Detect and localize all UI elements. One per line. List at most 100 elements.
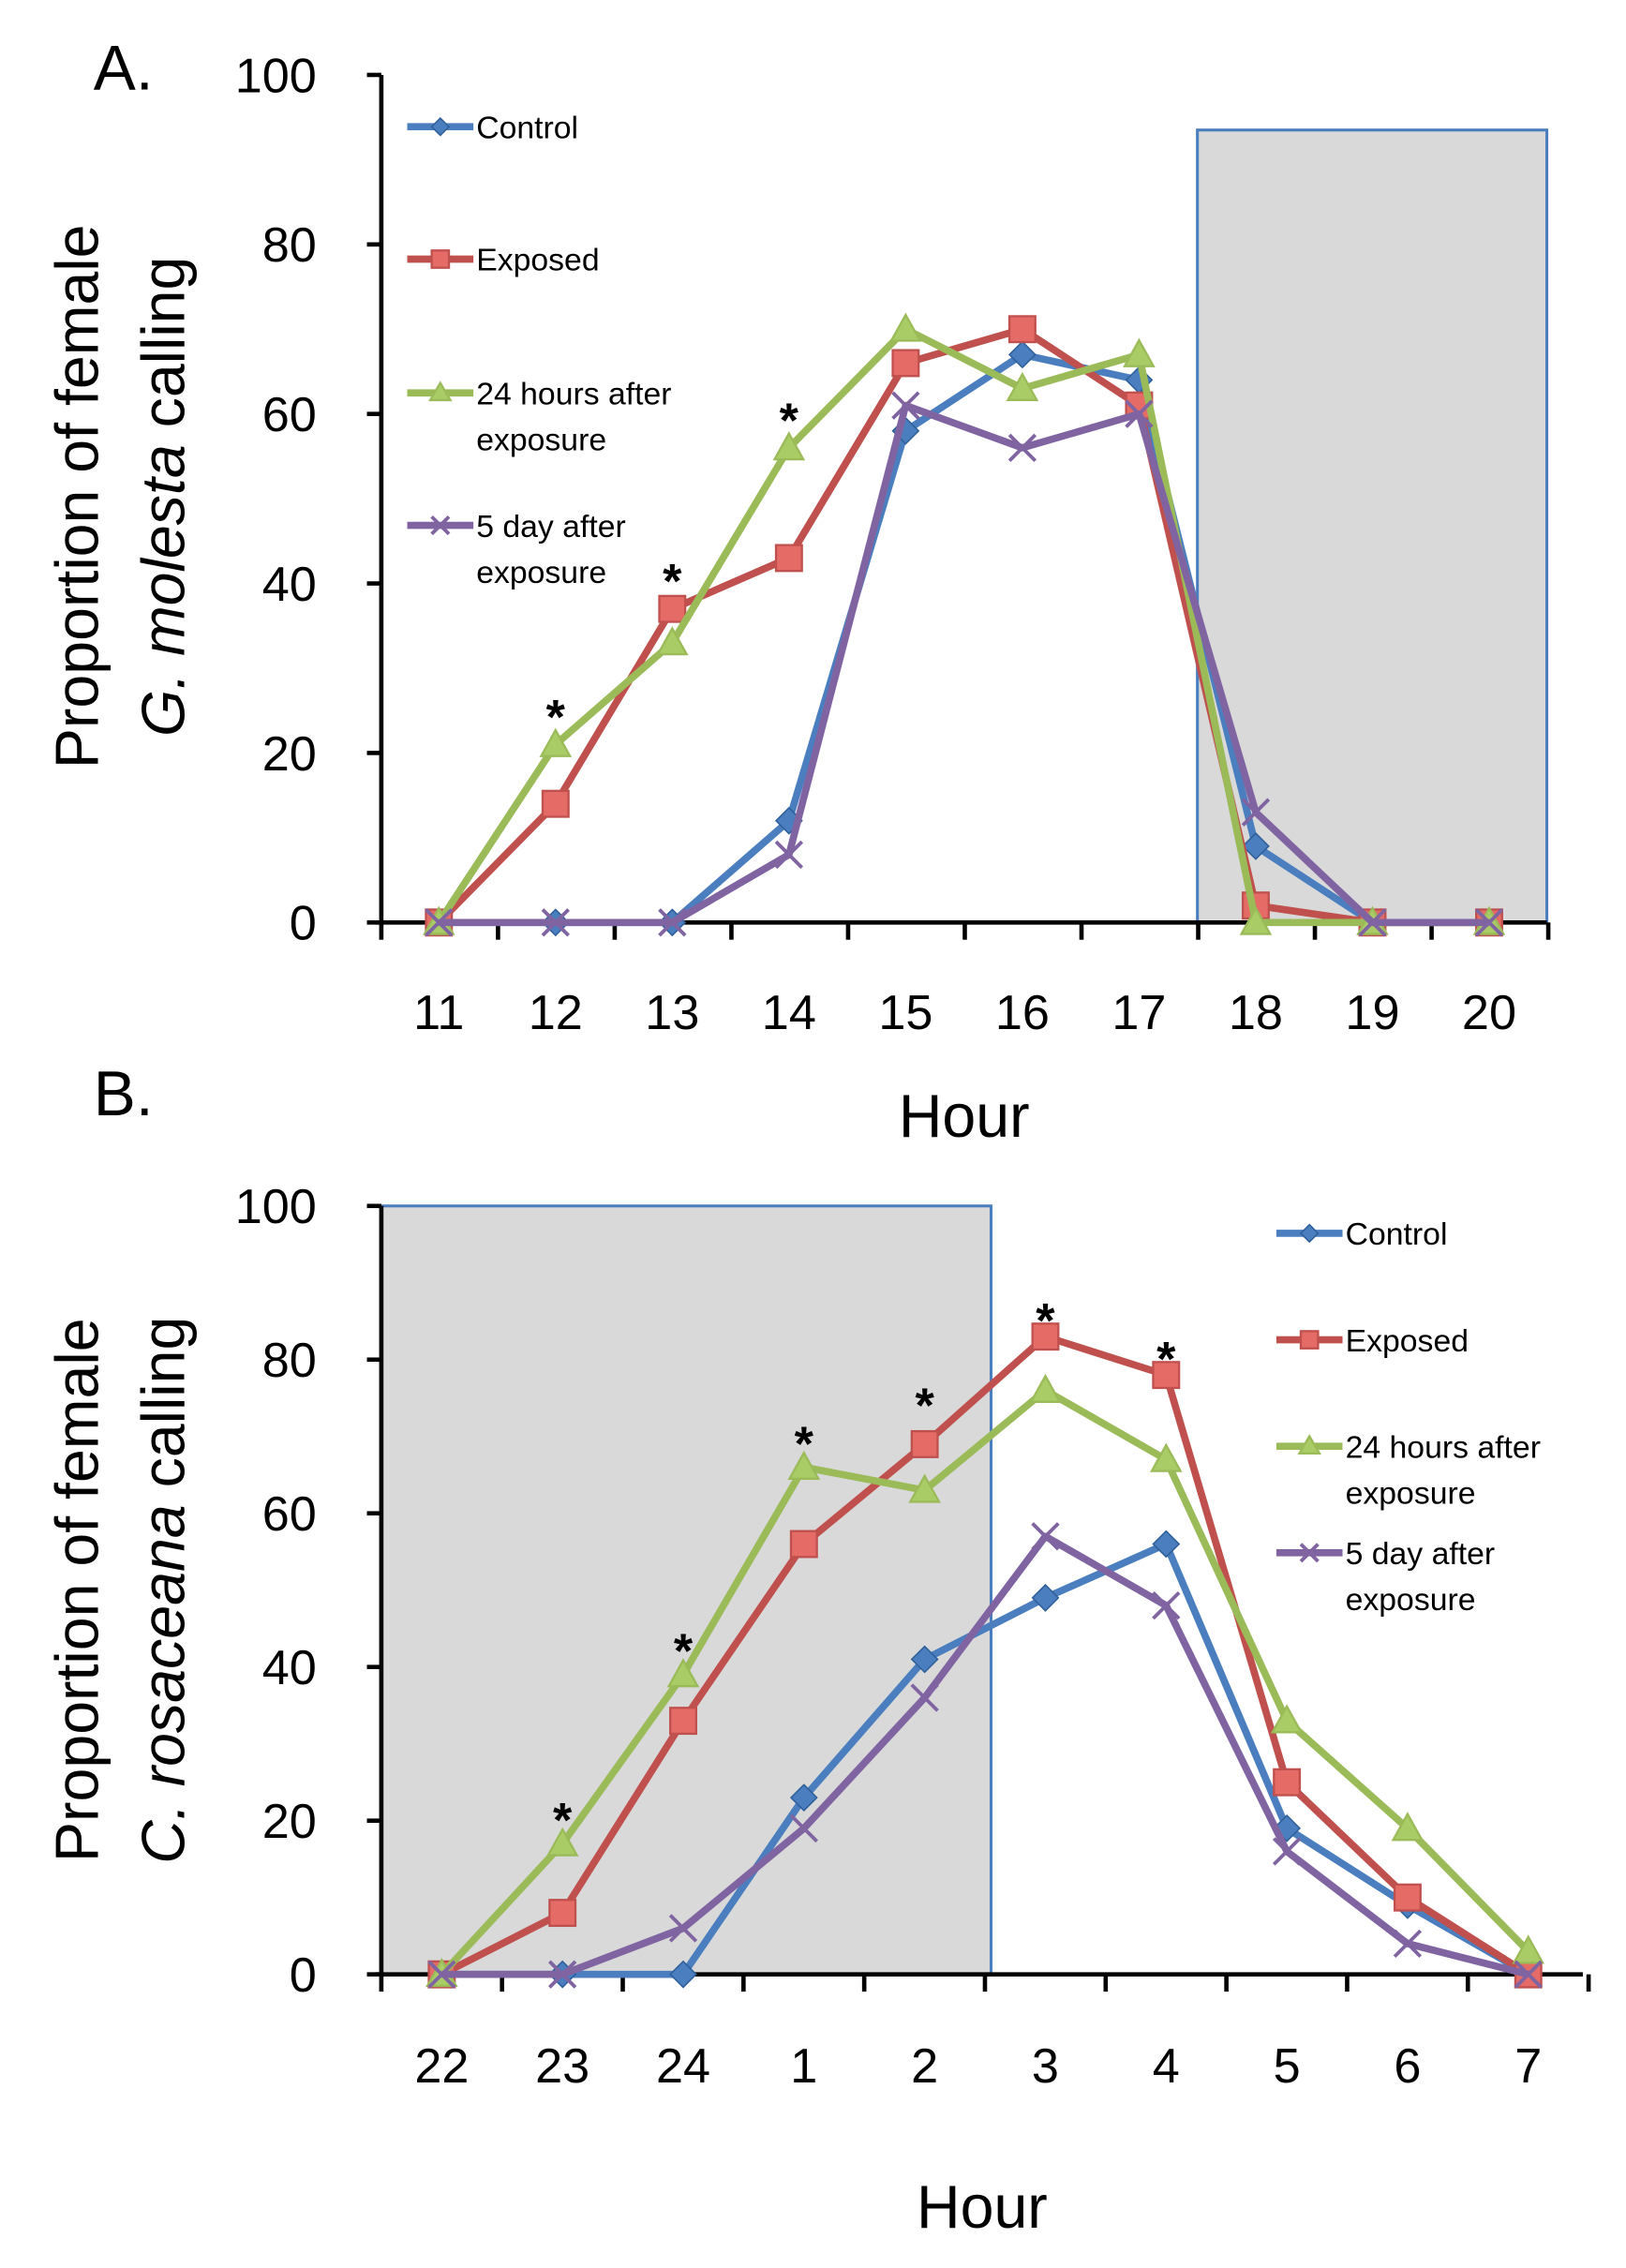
data-point: [910, 1429, 939, 1458]
data-point: [669, 1960, 697, 1989]
y-tick-label: 40: [262, 558, 317, 612]
data-point: [548, 1899, 577, 1928]
x-tick-label: 1: [790, 2039, 817, 2094]
species-name: G. molesta: [130, 444, 198, 737]
data-point: [1031, 1322, 1060, 1351]
legend-item: Exposed: [1275, 1323, 1469, 1359]
x-tick-label: 17: [1111, 986, 1166, 1040]
legend-marker: [430, 515, 451, 536]
data-point: [1393, 1929, 1423, 1959]
data-point: [1007, 433, 1037, 463]
data-point: [1031, 1522, 1060, 1551]
data-point: [658, 908, 687, 937]
species-name: C. rosaceana: [130, 1504, 198, 1863]
data-point: [1242, 832, 1270, 860]
data-point: [910, 1645, 939, 1674]
data-point: [891, 391, 920, 420]
legend-label: 5 day after: [476, 509, 626, 545]
data-point: [1239, 905, 1273, 935]
shaded-region: [380, 1204, 993, 1977]
data-point: [1512, 1934, 1545, 1964]
data-point: [772, 431, 806, 461]
legend-marker: [430, 116, 451, 137]
panel-label: B.: [94, 1059, 154, 1129]
x-tick-label: 24: [656, 2039, 710, 2094]
x-tick-label: 16: [995, 986, 1050, 1040]
data-point: [1514, 1960, 1543, 1989]
data-point: [425, 908, 454, 937]
data-point: [1241, 798, 1271, 827]
legend-label: exposure: [476, 423, 606, 458]
significance-asterisk: *: [1156, 1333, 1176, 1387]
series-line: [441, 1540, 1530, 1978]
data-point: [548, 1960, 577, 1989]
data-point: [908, 1473, 941, 1503]
data-point: [541, 789, 570, 818]
shaded-region: [1196, 128, 1549, 924]
significance-asterisk: *: [663, 555, 682, 609]
significance-asterisk: *: [915, 1379, 934, 1433]
data-point: [1270, 1704, 1304, 1734]
legend-marker: [1299, 1223, 1320, 1244]
data-point: [1393, 1883, 1422, 1912]
x-tick-label: 6: [1394, 2039, 1421, 2094]
y-tick-label: 60: [262, 388, 317, 442]
x-tick-label: 14: [762, 986, 816, 1040]
legend-label: exposure: [476, 555, 606, 590]
x-tick-label: 19: [1345, 986, 1399, 1040]
legend-item: Control: [1275, 1216, 1448, 1252]
data-point: [1006, 371, 1039, 401]
data-point: [1152, 1590, 1181, 1620]
x-tick-label: 3: [1032, 2039, 1059, 2094]
legend-item: Exposed: [407, 243, 600, 278]
legend-item: 24 hours after exposure: [407, 377, 672, 458]
x-tick-label: 11: [413, 986, 464, 1040]
data-point: [1272, 1837, 1302, 1866]
y-axis-title-line1: Proportion of female: [43, 225, 111, 769]
legend-marker: [1297, 1434, 1321, 1455]
significance-asterisk: *: [553, 1794, 573, 1848]
x-tick-label: 5: [1274, 2039, 1301, 2094]
data-point: [891, 349, 920, 378]
y-tick-label: 0: [290, 1948, 317, 2003]
x-tick-label: 13: [645, 986, 699, 1040]
legend-label: exposure: [1346, 1476, 1476, 1512]
legend-label: Exposed: [476, 243, 599, 278]
x-tick-label: 22: [414, 2039, 469, 2094]
significance-asterisk: *: [546, 691, 566, 745]
x-tick-label: 12: [529, 986, 583, 1040]
legend-marker: [1299, 1330, 1320, 1350]
data-point: [1029, 1373, 1062, 1403]
series-line: [436, 325, 1489, 927]
x-tick-label: 23: [535, 2039, 589, 2094]
y-axis-title-line2: C. rosaceana calling: [130, 1317, 198, 1864]
x-tick-label: 15: [878, 986, 932, 1040]
y-tick-label: 80: [262, 218, 317, 273]
y-tick-label: 100: [235, 49, 317, 103]
y-axis-title-line2: G. molesta calling: [130, 257, 198, 737]
series-24-hours-after-exposure: [425, 1373, 1545, 1988]
legend-item: 5 day after exposure: [407, 509, 626, 590]
x-tick-label: 7: [1514, 2039, 1542, 2094]
legend-label: Exposed: [1346, 1323, 1469, 1359]
data-point: [1152, 1361, 1181, 1390]
panel-label: A.: [94, 33, 154, 103]
data-point: [666, 1658, 700, 1688]
data-point: [541, 908, 570, 937]
y-axis-title-suffix: calling: [130, 1317, 198, 1505]
series-5-day-after-exposure: [425, 391, 1504, 937]
significance-asterisk: *: [1036, 1294, 1055, 1349]
data-point: [789, 1529, 818, 1559]
data-point: [1273, 1768, 1302, 1797]
series-24-hours-after-exposure: [422, 312, 1506, 935]
x-axis-title: Hour: [917, 2173, 1048, 2241]
legend-label: Control: [1346, 1216, 1448, 1252]
significance-asterisk: *: [674, 1625, 694, 1679]
data-point: [787, 1450, 821, 1480]
x-tick-label: 18: [1229, 986, 1283, 1040]
data-point: [1391, 1812, 1425, 1842]
y-axis-title-line1: Proportion of female: [43, 1318, 111, 1862]
legend-item: Control: [407, 111, 578, 146]
y-axis-title-suffix: calling: [130, 257, 198, 445]
